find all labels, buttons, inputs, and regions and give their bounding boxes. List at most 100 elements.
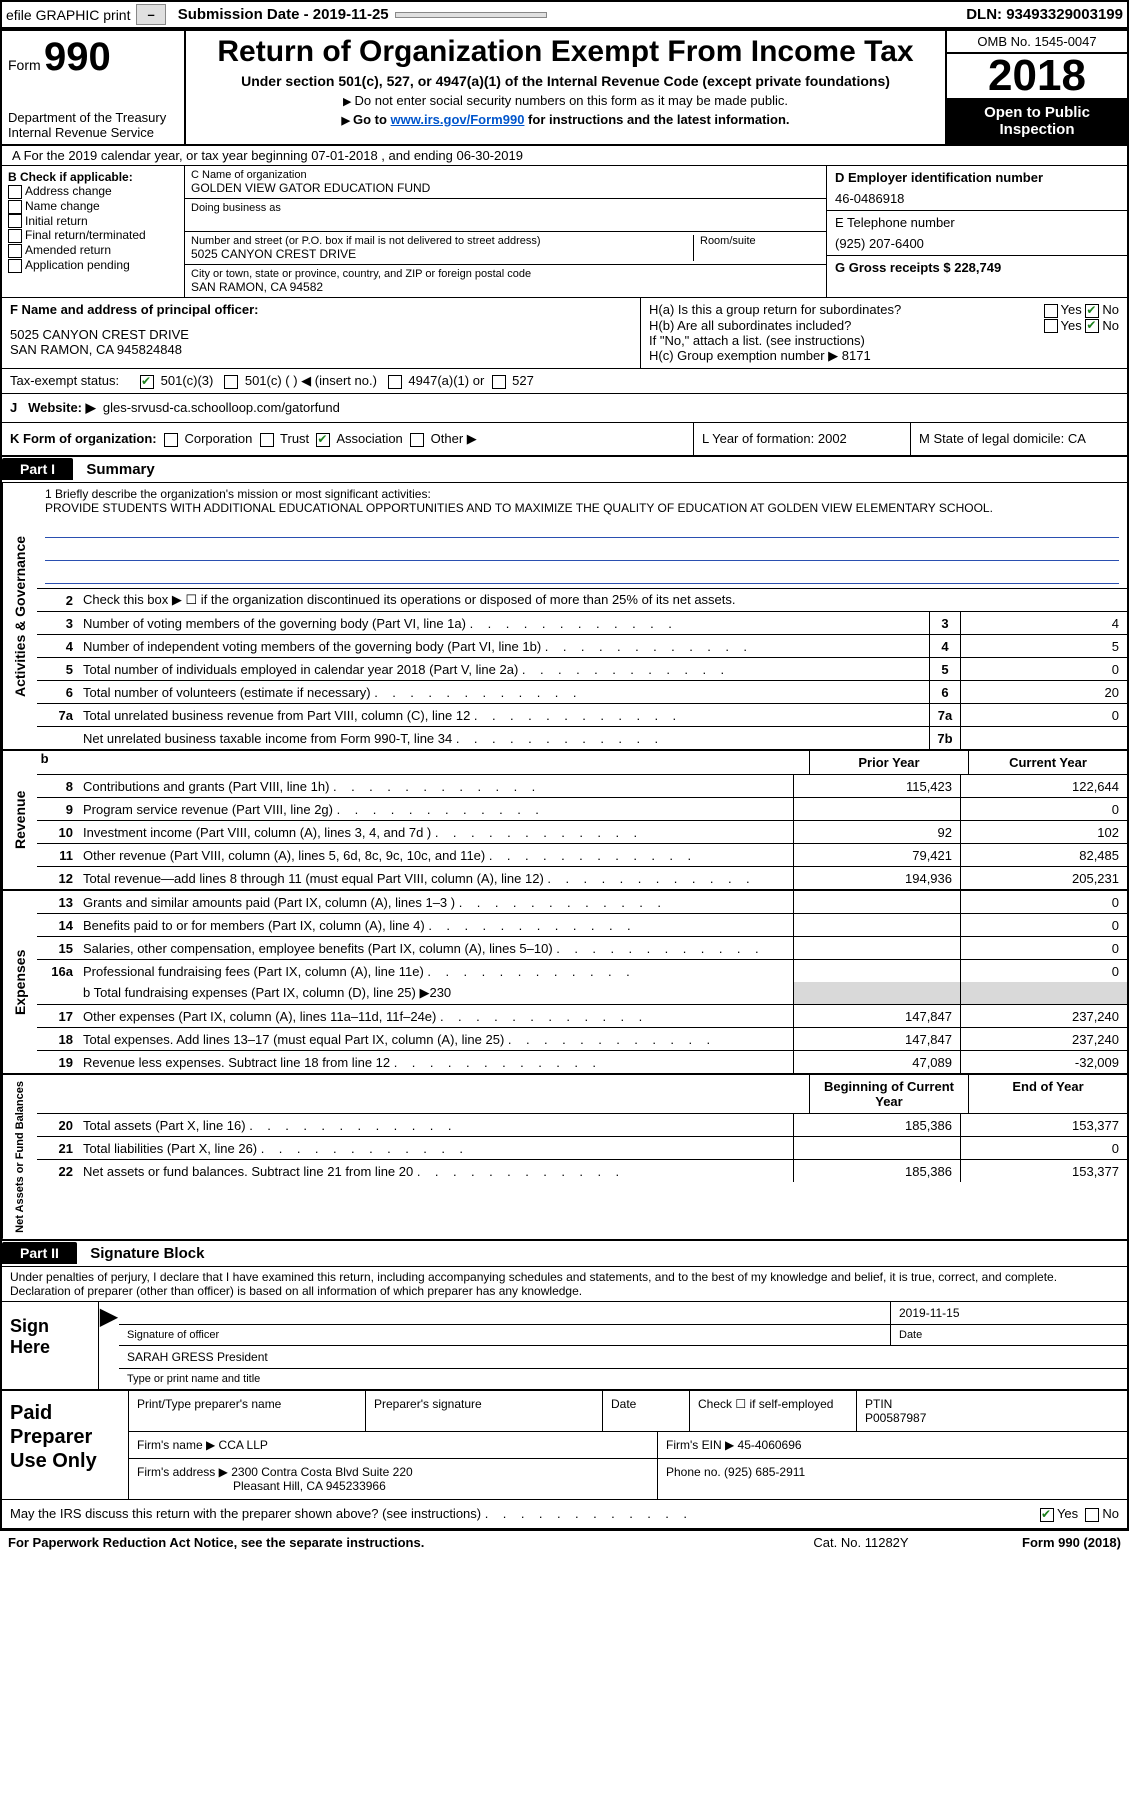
hb-note: If "No," attach a list. (see instruction…	[649, 333, 1119, 348]
blank-button[interactable]	[395, 12, 547, 18]
line-box: 5	[929, 658, 960, 680]
officer-name: SARAH GRESS President	[119, 1346, 276, 1368]
checkbox-name-change[interactable]	[8, 200, 22, 214]
line-text: Contributions and grants (Part VIII, lin…	[79, 777, 793, 796]
prior-year-value: 115,423	[793, 775, 960, 797]
ptin-value: P00587987	[865, 1411, 926, 1425]
cat-no: Cat. No. 11282Y	[761, 1535, 961, 1550]
irs-link[interactable]: www.irs.gov/Form990	[391, 112, 525, 127]
tax-year: 2018	[947, 54, 1127, 98]
cb-assoc[interactable]	[316, 433, 330, 447]
cb-527[interactable]	[492, 375, 506, 389]
line-text: Salaries, other compensation, employee b…	[79, 939, 793, 958]
line-text: Professional fundraising fees (Part IX, …	[79, 962, 793, 981]
prior-year-value	[793, 891, 960, 913]
checkbox-initial-return[interactable]	[8, 214, 22, 228]
penalties-text: Under penalties of perjury, I declare th…	[2, 1266, 1127, 1301]
submission-date: Submission Date - 2019-11-25	[178, 6, 389, 23]
discuss-text: May the IRS discuss this return with the…	[10, 1506, 1040, 1522]
ein-value: 46-0486918	[835, 191, 1119, 206]
dba-label: Doing business as	[191, 202, 820, 214]
paid-preparer-label: Paid Preparer Use Only	[2, 1391, 129, 1499]
current-year-value: 122,644	[960, 775, 1127, 797]
tab-net-assets: Net Assets or Fund Balances	[2, 1075, 37, 1239]
current-year-value: 153,377	[960, 1160, 1127, 1182]
lbl-527: 527	[512, 373, 534, 388]
hb-label: H(b) Are all subordinates included?	[649, 318, 1044, 334]
form-word: Form	[8, 57, 41, 73]
line-text: Total assets (Part X, line 16)	[79, 1116, 793, 1135]
checkbox-address-change[interactable]	[8, 185, 22, 199]
cb-corp[interactable]	[164, 433, 178, 447]
firm-addr-label: Firm's address ▶	[137, 1465, 228, 1479]
e-label: E Telephone number	[835, 215, 1119, 230]
col-eoy: End of Year	[968, 1075, 1127, 1113]
city-state-zip: SAN RAMON, CA 94582	[191, 280, 820, 294]
col-current-year: Current Year	[968, 751, 1127, 774]
line-box: 7b	[929, 727, 960, 749]
line-text: Revenue less expenses. Subtract line 18 …	[79, 1053, 793, 1072]
goto-note: Go to www.irs.gov/Form990 for instructio…	[194, 112, 937, 127]
line-box: 4	[929, 635, 960, 657]
ha-no[interactable]	[1085, 304, 1099, 318]
row-a: A For the 2019 calendar year, or tax yea…	[2, 146, 1127, 166]
line-value: 0	[960, 658, 1127, 680]
line-value	[960, 727, 1127, 749]
prep-sig-label: Preparer's signature	[366, 1391, 603, 1431]
form-990-page: Form 990 Department of the Treasury Inte…	[0, 29, 1129, 1530]
discuss-no[interactable]	[1085, 1508, 1099, 1522]
street-address: 5025 CANYON CREST DRIVE	[191, 247, 693, 261]
form-ref: Form 990 (2018)	[961, 1535, 1121, 1550]
submission-button[interactable]: –	[136, 4, 165, 25]
prior-year-value: 194,936	[793, 867, 960, 889]
l-year-formation: L Year of formation: 2002	[693, 423, 910, 455]
cb-501c[interactable]	[224, 375, 238, 389]
checkbox-amended[interactable]	[8, 244, 22, 258]
addr-label: Number and street (or P.O. box if mail i…	[191, 235, 693, 247]
line-text: Total number of individuals employed in …	[79, 660, 929, 679]
current-year-value: -32,009	[960, 1051, 1127, 1073]
self-employed: Check ☐ if self-employed	[690, 1391, 857, 1431]
goto-pre: Go to	[353, 112, 391, 127]
cb-trust[interactable]	[260, 433, 274, 447]
checkbox-app-pending[interactable]	[8, 259, 22, 273]
cb-4947[interactable]	[388, 375, 402, 389]
prior-year-value	[793, 798, 960, 820]
hc-label: H(c) Group exemption number ▶ 8171	[649, 348, 1119, 364]
line-value: 4	[960, 612, 1127, 634]
prior-year-value: 79,421	[793, 844, 960, 866]
row-i-tax-status: Tax-exempt status: 501(c)(3) 501(c) ( ) …	[2, 368, 1127, 393]
line-text: Total number of volunteers (estimate if …	[79, 683, 929, 702]
prior-year-value	[793, 1137, 960, 1159]
opt-assoc: Association	[336, 431, 402, 446]
row-j-website: J Website: ▶ gles-srvusd-ca.schoolloop.c…	[2, 393, 1127, 422]
current-year-value: 237,240	[960, 1005, 1127, 1027]
tax-year-range: A For the 2019 calendar year, or tax yea…	[2, 146, 1127, 165]
checkbox-final-return[interactable]	[8, 229, 22, 243]
ha-yes[interactable]	[1044, 304, 1058, 318]
cb-501c3[interactable]	[140, 375, 154, 389]
mission-block: 1 Briefly describe the organization's mi…	[37, 483, 1127, 589]
current-year-value: 237,240	[960, 1028, 1127, 1050]
line-box: 6	[929, 681, 960, 703]
part1-header: Part I	[2, 458, 73, 480]
hb-no[interactable]	[1085, 319, 1099, 333]
q1-label: 1 Briefly describe the organization's mi…	[45, 487, 1119, 501]
phone-value: (925) 207-6400	[835, 236, 1119, 251]
line-text: Other expenses (Part IX, column (A), lin…	[79, 1007, 793, 1026]
line-text: Total revenue—add lines 8 through 11 (mu…	[79, 869, 793, 888]
ssn-note: Do not enter social security numbers on …	[194, 93, 937, 108]
sig-date-value: 2019-11-15	[890, 1302, 1127, 1324]
form-number: 990	[44, 35, 111, 79]
firm-addr2: Pleasant Hill, CA 945233966	[233, 1479, 386, 1493]
line-text: Number of independent voting members of …	[79, 637, 929, 656]
firm-ein: Firm's EIN ▶ 45-4060696	[658, 1432, 1127, 1458]
prep-date-label: Date	[603, 1391, 690, 1431]
line-text: Total expenses. Add lines 13–17 (must eq…	[79, 1030, 793, 1049]
hb-yes[interactable]	[1044, 319, 1058, 333]
q2-text: Check this box ▶ ☐ if the organization d…	[79, 590, 1127, 610]
discuss-yes[interactable]	[1040, 1508, 1054, 1522]
current-year-value: 0	[960, 937, 1127, 959]
ptin-label: PTIN	[865, 1397, 892, 1411]
cb-other[interactable]	[410, 433, 424, 447]
